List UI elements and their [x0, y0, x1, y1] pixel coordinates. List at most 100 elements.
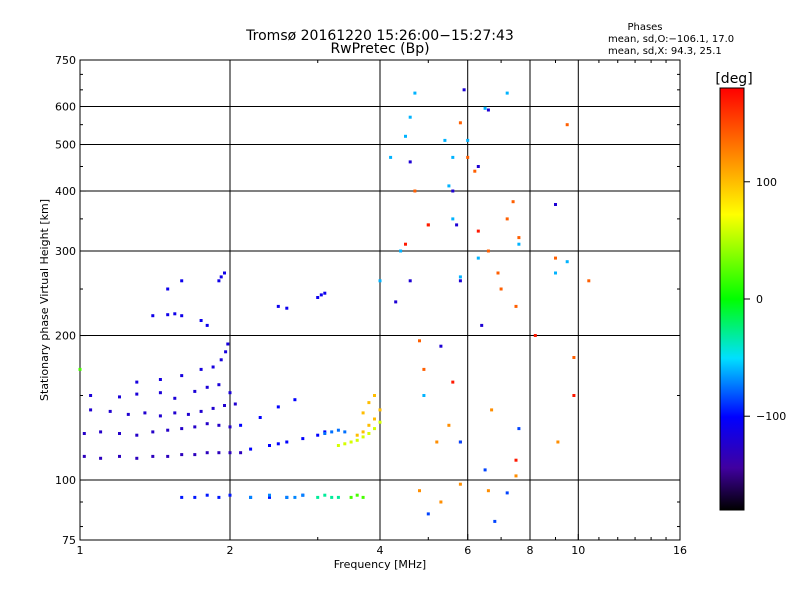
- data-point: [89, 394, 93, 397]
- data-point: [323, 493, 327, 497]
- data-point: [517, 242, 521, 246]
- colorbar-tick-label: 0: [756, 293, 763, 306]
- data-point: [426, 512, 430, 516]
- data-point: [373, 427, 376, 431]
- data-point: [219, 275, 223, 279]
- data-point: [316, 495, 320, 499]
- y-tick-label: 500: [55, 139, 76, 152]
- data-point: [399, 249, 403, 253]
- data-point: [199, 319, 203, 322]
- data-point: [223, 271, 226, 275]
- data-point: [408, 160, 412, 164]
- data-point: [554, 203, 557, 206]
- data-point: [173, 411, 177, 415]
- y-tick-label: 200: [55, 330, 76, 343]
- data-point: [483, 106, 487, 110]
- data-point: [378, 408, 382, 412]
- data-point: [118, 432, 121, 435]
- data-point: [476, 256, 480, 260]
- data-point: [193, 389, 197, 393]
- phases-heading: Phases: [627, 22, 662, 33]
- data-point: [447, 423, 451, 427]
- data-point: [151, 454, 155, 458]
- data-point: [268, 493, 271, 497]
- colorbar-label: [deg]: [715, 71, 752, 87]
- data-point: [233, 402, 237, 406]
- data-point: [533, 334, 537, 337]
- data-point: [108, 409, 112, 413]
- data-point: [373, 417, 376, 421]
- data-point: [135, 456, 139, 460]
- data-point: [355, 433, 359, 437]
- data-point: [158, 414, 162, 418]
- data-point: [466, 138, 470, 142]
- data-point: [258, 416, 262, 419]
- data-point: [180, 495, 184, 499]
- data-point: [186, 412, 190, 416]
- data-point: [135, 392, 139, 396]
- data-point: [193, 453, 197, 457]
- data-point: [276, 442, 280, 446]
- data-point: [514, 474, 518, 478]
- y-tick-label: 750: [55, 54, 76, 67]
- data-point: [499, 287, 503, 291]
- data-point: [349, 440, 353, 444]
- data-point: [173, 396, 177, 400]
- y-tick-label: 300: [55, 245, 76, 258]
- y-axis: 75 100 200 300 400 500 600 750: [55, 54, 680, 547]
- data-point: [587, 279, 591, 283]
- data-point: [565, 123, 569, 127]
- data-point: [458, 440, 462, 444]
- data-point: [443, 138, 447, 142]
- data-point: [166, 287, 170, 291]
- data-point: [249, 447, 253, 451]
- data-point: [451, 217, 455, 221]
- data-point: [118, 395, 121, 399]
- data-point: [180, 314, 184, 318]
- data-point: [118, 454, 121, 458]
- data-point: [205, 385, 209, 389]
- data-point: [505, 491, 509, 495]
- grid-lines: [80, 60, 680, 540]
- data-point: [323, 430, 327, 434]
- data-point: [166, 454, 170, 458]
- data-point: [78, 367, 82, 371]
- data-point: [228, 391, 232, 395]
- data-point: [166, 313, 170, 317]
- data-point: [285, 306, 289, 310]
- data-point: [336, 495, 340, 499]
- data-point: [217, 423, 221, 427]
- data-point: [330, 430, 334, 434]
- colorbar-tick-label: −100: [756, 410, 786, 423]
- data-point: [285, 440, 289, 444]
- data-point: [126, 412, 130, 416]
- data-point: [572, 394, 576, 397]
- data-point: [223, 404, 226, 407]
- phases-mean-o: mean, sd,O:−106.1, 17.0: [608, 34, 734, 45]
- data-point: [301, 493, 305, 497]
- x-axis-label: Frequency [MHz]: [334, 558, 426, 571]
- data-point: [205, 323, 209, 327]
- data-point: [451, 189, 455, 193]
- data-point: [180, 453, 184, 457]
- data-point: [151, 314, 155, 318]
- data-point: [486, 108, 490, 112]
- data-point: [135, 433, 139, 437]
- data-point: [199, 409, 203, 413]
- data-point: [293, 398, 297, 402]
- data-point: [466, 155, 470, 159]
- phases-mean-x: mean, sd,X: 94.3, 25.1: [608, 46, 722, 57]
- data-point: [422, 394, 426, 397]
- data-point: [82, 432, 86, 435]
- data-point: [239, 423, 243, 427]
- data-point: [458, 482, 462, 486]
- data-point: [219, 358, 223, 362]
- data-point: [301, 437, 305, 441]
- data-point: [228, 493, 232, 497]
- x-tick-label: 2: [227, 544, 234, 557]
- data-point: [367, 432, 371, 435]
- data-point: [158, 391, 162, 395]
- data-point: [378, 420, 382, 424]
- data-point: [211, 365, 215, 369]
